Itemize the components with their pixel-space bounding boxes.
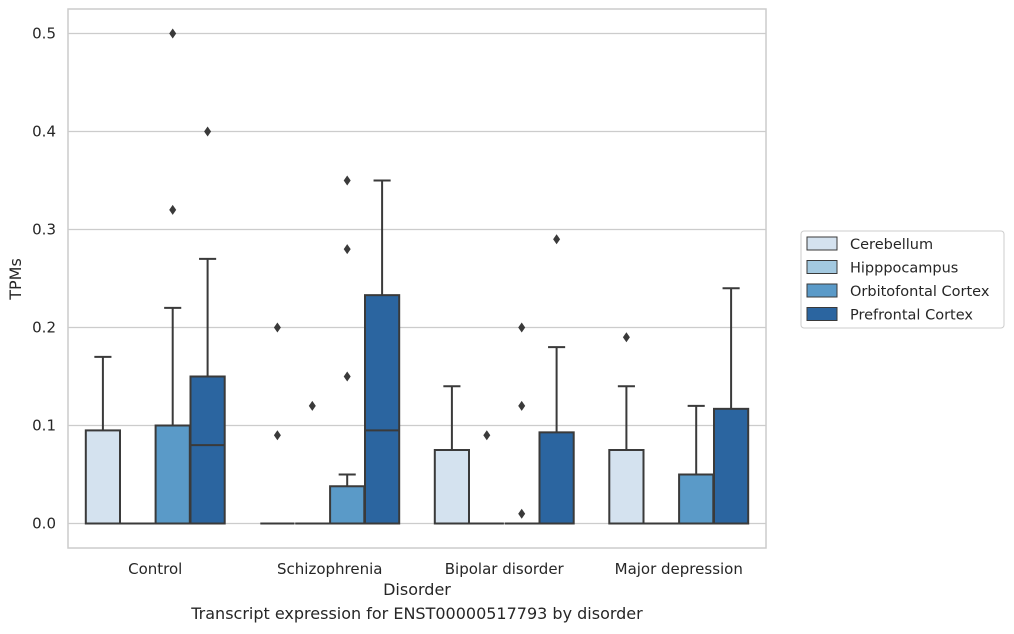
box (363, 294, 401, 525)
plot-frame (67, 8, 767, 549)
box-orbitofontal-cortex (154, 28, 191, 525)
box (329, 485, 366, 525)
y-tick-label: 0.5 (32, 25, 56, 43)
legend-swatch (806, 307, 838, 321)
outlier-point (553, 234, 561, 245)
x-tick-label: Major depression (615, 560, 743, 578)
y-tick-label: 0.3 (32, 221, 56, 239)
outlier-point (169, 204, 177, 215)
y-tick-label: 0.4 (32, 123, 56, 141)
box (608, 449, 645, 525)
legend-label: Hipppocampus (850, 261, 958, 277)
box-cerebellum (260, 322, 295, 525)
outlier-point (518, 508, 526, 519)
outlier-point (518, 400, 526, 411)
legend-label: Orbitofontal Cortex (850, 284, 990, 300)
box-hipppocampus (295, 400, 330, 525)
legend-frame (800, 230, 1005, 329)
outlier-point (343, 175, 351, 186)
y-tick-label: 0.1 (32, 417, 56, 435)
y-axis-label: TPMs (6, 258, 25, 301)
outlier-point (518, 322, 526, 333)
x-tick-label: Bipolar disorder (445, 560, 565, 578)
box-prefrontal-cortex (189, 126, 226, 525)
outlier-point (204, 126, 212, 137)
x-axis-ticks: Control Schizophrenia Bipolar disorder Majo… (128, 560, 743, 578)
box-orbitofontal-cortex (329, 175, 366, 525)
box-prefrontal-cortex (363, 179, 401, 525)
outlier-point (343, 244, 351, 255)
box (189, 375, 226, 525)
y-tick-label: 0.2 (32, 319, 56, 337)
legend-swatch (806, 283, 838, 298)
y-axis-ticks: 0.0 0.1 0.2 0.3 0.4 0.5 (32, 25, 56, 533)
box-cerebellum (84, 355, 122, 525)
box (678, 473, 715, 525)
box (154, 424, 191, 525)
outlier-point (343, 371, 351, 382)
legend-label: Cerebellum (850, 237, 933, 253)
legend-swatch (806, 236, 838, 251)
box-prefrontal-cortex (712, 287, 750, 525)
box-orbitofontal-cortex (504, 322, 539, 525)
outlier-point (273, 430, 281, 441)
box-orbitofontal-cortex (678, 404, 715, 525)
box (433, 449, 471, 525)
box (84, 429, 122, 525)
legend-label: Prefrontal Cortex (850, 308, 973, 324)
box (538, 431, 575, 525)
box-cerebellum (608, 332, 645, 525)
x-tick-label: Control (128, 560, 182, 578)
outlier-point (273, 322, 281, 333)
box-hipppocampus (469, 430, 504, 525)
box-cerebellum (433, 385, 471, 525)
outlier-point (308, 400, 316, 411)
outlier-point (169, 28, 177, 39)
outlier-point (622, 332, 630, 343)
legend: Cerebellum Hipppocampus Orbitofontal Corte… (800, 230, 1005, 329)
box-plots (84, 28, 750, 525)
legend-swatch (806, 260, 838, 274)
box-prefrontal-cortex (538, 234, 575, 525)
y-tick-label: 0.0 (32, 515, 56, 533)
outlier-point (483, 430, 491, 441)
x-axis-label: Disorder (383, 580, 451, 599)
box (712, 407, 750, 525)
chart-caption: Transcript expression for ENST0000051779… (191, 604, 643, 623)
x-tick-label: Schizophrenia (277, 560, 382, 578)
